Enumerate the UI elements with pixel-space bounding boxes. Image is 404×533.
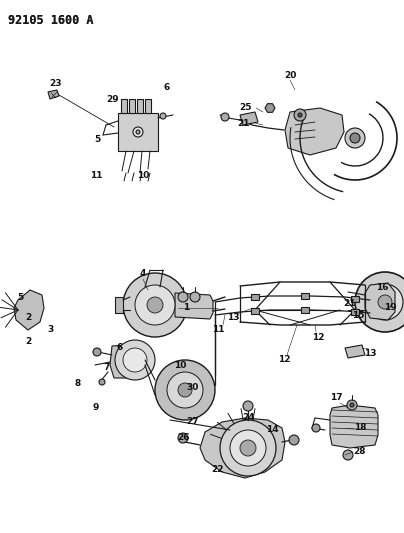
Text: 29: 29	[107, 94, 119, 103]
Circle shape	[312, 424, 320, 432]
Text: 11: 11	[90, 172, 102, 181]
Text: 12: 12	[312, 333, 324, 342]
Circle shape	[123, 348, 147, 372]
Text: 18: 18	[354, 424, 366, 432]
Polygon shape	[345, 345, 365, 358]
Polygon shape	[330, 405, 378, 448]
Circle shape	[230, 430, 266, 466]
Text: 13: 13	[364, 349, 376, 358]
Text: 19: 19	[384, 303, 396, 312]
Circle shape	[221, 113, 229, 121]
Circle shape	[350, 403, 354, 407]
Polygon shape	[365, 283, 395, 320]
Polygon shape	[200, 418, 285, 478]
Circle shape	[345, 128, 365, 148]
Polygon shape	[265, 104, 275, 112]
Polygon shape	[48, 90, 59, 99]
Circle shape	[178, 292, 188, 302]
Text: 26: 26	[177, 433, 189, 442]
Polygon shape	[301, 293, 309, 299]
Text: 12: 12	[278, 356, 290, 365]
Circle shape	[289, 435, 299, 445]
Text: 25: 25	[240, 103, 252, 112]
Circle shape	[243, 401, 253, 411]
Polygon shape	[110, 344, 145, 378]
Text: 24: 24	[243, 414, 255, 423]
Polygon shape	[14, 290, 44, 330]
Circle shape	[93, 348, 101, 356]
Text: 17: 17	[330, 393, 342, 402]
Polygon shape	[351, 309, 359, 315]
Text: 4: 4	[140, 270, 146, 279]
Text: 22: 22	[212, 465, 224, 474]
Circle shape	[294, 109, 306, 121]
Polygon shape	[285, 108, 344, 155]
Circle shape	[99, 379, 105, 385]
Text: 2: 2	[25, 313, 31, 322]
Circle shape	[133, 127, 143, 137]
Polygon shape	[137, 99, 143, 113]
Polygon shape	[301, 307, 309, 313]
Circle shape	[240, 440, 256, 456]
Polygon shape	[175, 293, 213, 319]
Text: 23: 23	[50, 78, 62, 87]
Text: 10: 10	[174, 360, 186, 369]
Polygon shape	[240, 112, 258, 125]
Polygon shape	[251, 294, 259, 300]
Circle shape	[136, 130, 140, 134]
Circle shape	[123, 273, 187, 337]
Text: 2: 2	[25, 337, 31, 346]
Circle shape	[155, 360, 215, 420]
Text: 92105 1600 A: 92105 1600 A	[8, 14, 93, 27]
Text: 21: 21	[343, 298, 355, 308]
Text: 6: 6	[117, 343, 123, 351]
Polygon shape	[118, 113, 158, 151]
Text: 3: 3	[47, 326, 53, 335]
Text: 16: 16	[376, 284, 388, 293]
Circle shape	[147, 297, 163, 313]
Polygon shape	[145, 99, 151, 113]
Polygon shape	[121, 99, 127, 113]
Text: 13: 13	[227, 313, 239, 322]
Text: 14: 14	[266, 425, 278, 434]
Text: 92105 1600 A: 92105 1600 A	[8, 14, 93, 27]
Circle shape	[367, 284, 403, 320]
Text: 9: 9	[93, 403, 99, 413]
Text: 20: 20	[284, 70, 296, 79]
Text: 6: 6	[164, 83, 170, 92]
Circle shape	[178, 433, 188, 443]
Circle shape	[350, 133, 360, 143]
Circle shape	[298, 113, 302, 117]
Circle shape	[343, 450, 353, 460]
Text: 11: 11	[212, 326, 224, 335]
Polygon shape	[115, 297, 123, 313]
Circle shape	[135, 285, 175, 325]
Polygon shape	[251, 308, 259, 314]
Text: 15: 15	[352, 311, 364, 320]
Text: 7: 7	[104, 364, 110, 373]
Circle shape	[220, 420, 276, 476]
Text: 27: 27	[187, 417, 199, 426]
Text: 8: 8	[75, 378, 81, 387]
Circle shape	[355, 272, 404, 332]
Text: 5: 5	[94, 135, 100, 144]
Text: 30: 30	[187, 384, 199, 392]
Circle shape	[167, 372, 203, 408]
Circle shape	[160, 113, 166, 119]
Polygon shape	[129, 99, 135, 113]
Circle shape	[190, 292, 200, 302]
Text: 10: 10	[137, 172, 149, 181]
Circle shape	[115, 340, 155, 380]
Circle shape	[347, 400, 357, 410]
Polygon shape	[351, 296, 359, 302]
Circle shape	[178, 383, 192, 397]
Polygon shape	[130, 285, 175, 295]
Text: 21: 21	[238, 118, 250, 127]
Text: 28: 28	[354, 448, 366, 456]
Circle shape	[378, 295, 392, 309]
Text: 1: 1	[183, 303, 189, 312]
Text: 5: 5	[17, 294, 23, 303]
